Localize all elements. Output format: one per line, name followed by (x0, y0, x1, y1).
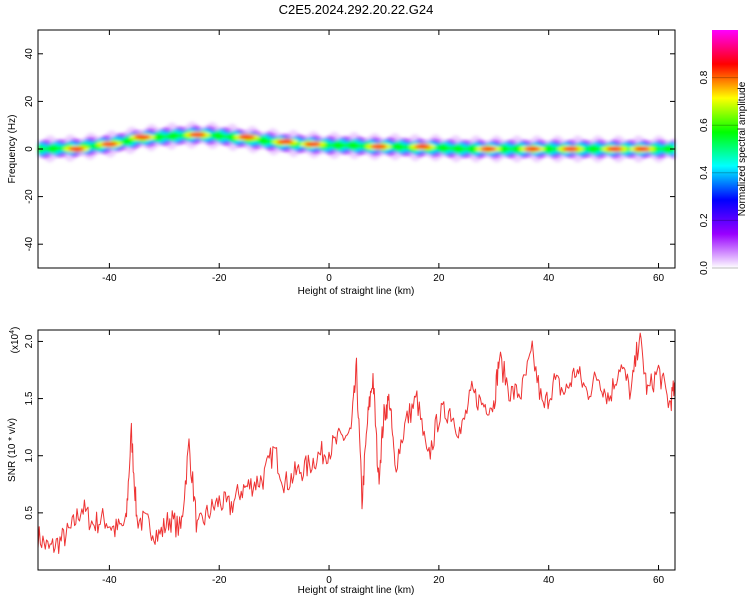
spectrogram-y-axis-label: Frequency (Hz) (7, 115, 18, 184)
spectrogram-band (38, 121, 675, 163)
colorbar-tick-label: 0.0 (699, 261, 710, 275)
snr-frame (37, 329, 676, 571)
spectrogram-hotspot-core (480, 146, 497, 152)
spectrogram-y-tick-label: 0 (24, 146, 35, 152)
spectrogram-ticks: -40 -20 0 20 40 60 40 20 0 -20 -40 (24, 30, 675, 284)
snr-y-tick-label: 2.0 (24, 334, 35, 348)
snr-x-tick-label: 20 (433, 575, 445, 586)
snr-x-tick-label: -40 (102, 575, 117, 586)
colorbar-scale (712, 30, 738, 268)
snr-y-scale-exponent: 4 (9, 330, 16, 334)
spectrogram-hotspot-core (238, 134, 255, 140)
spectrogram-x-tick-label: 40 (543, 273, 555, 284)
spectrogram-hotspot-core (68, 146, 85, 152)
snr-x-tick-label: -20 (212, 575, 227, 586)
spectrogram-x-tick-label: 0 (326, 273, 332, 284)
colorbar-tick-label: 0.4 (699, 165, 710, 179)
spectrogram-hotspot-core (370, 144, 387, 149)
spectrogram-x-axis-label: Height of straight line (km) (298, 286, 415, 297)
snr-y-scale-label: (x104) (9, 327, 21, 354)
spectrogram-hotspot-core (277, 139, 294, 145)
colorbar: 0.0 0.2 0.4 0.6 0.8 Normalized spectral ampl… (699, 30, 748, 275)
colorbar-tick-label: 0.6 (699, 118, 710, 132)
colorbar-ticks: 0.0 0.2 0.4 0.6 0.8 (699, 70, 738, 275)
spectrogram-y-tick-label: 40 (24, 48, 35, 60)
snr-y-tick-label: 1.0 (24, 448, 35, 462)
spectrogram-x-tick-label: 60 (653, 273, 665, 284)
spectrogram-hotspot-core (524, 146, 541, 152)
spectrogram-hotspot-core (304, 142, 321, 147)
spectrogram-hotspot-core (606, 146, 623, 152)
spectrogram-x-tick-label: -20 (212, 273, 227, 284)
spectrogram-hotspot-core (414, 144, 431, 149)
snr-y-scale-suffix: ) (10, 327, 21, 330)
spectrogram-hotspot-core (134, 134, 151, 140)
spectrogram-y-tick-label: 20 (24, 95, 35, 107)
snr-y-scale-prefix: (x10 (10, 333, 21, 353)
spectrogram-hotspot-core (634, 146, 651, 152)
snr-y-tick-label: 0.5 (24, 505, 35, 519)
snr-panel: -40 -20 0 20 40 60 2.0 1.5 1.0 0.5 Height of stra… (7, 327, 676, 596)
spectrogram-x-tick-label: 20 (433, 273, 445, 284)
colorbar-tick-label: 0.8 (699, 70, 710, 84)
spectrogram-hotspot-core (562, 146, 579, 152)
colorbar-label: Normalized spectral amplitude (737, 81, 748, 216)
snr-ticks: -40 -20 0 20 40 60 2.0 1.5 1.0 0.5 (24, 330, 675, 586)
snr-y-axis-label: SNR (10 * v/v) (7, 418, 18, 482)
snr-x-tick-label: 60 (653, 575, 665, 586)
spectrogram-hotspot-core (101, 142, 118, 147)
snr-x-axis-label: Height of straight line (km) (298, 585, 415, 596)
snr-x-tick-label: 40 (543, 575, 555, 586)
snr-y-tick-label: 1.5 (24, 391, 35, 405)
spectrogram-x-tick-label: -40 (102, 273, 117, 284)
spectrogram-panel: -40 -20 0 20 40 60 40 20 0 -20 -40 Height of strai… (7, 29, 676, 297)
snr-x-tick-label: 0 (326, 575, 332, 586)
spectrogram-hotspot-core (189, 132, 206, 137)
spectrogram-y-tick-label: -20 (24, 189, 35, 204)
snr-series-line (37, 332, 676, 554)
colorbar-tick-label: 0.2 (699, 213, 710, 227)
chart-title: C2E5.2024.292.20.22.G24 (279, 2, 434, 17)
spectrogram-y-tick-label: -40 (24, 237, 35, 252)
